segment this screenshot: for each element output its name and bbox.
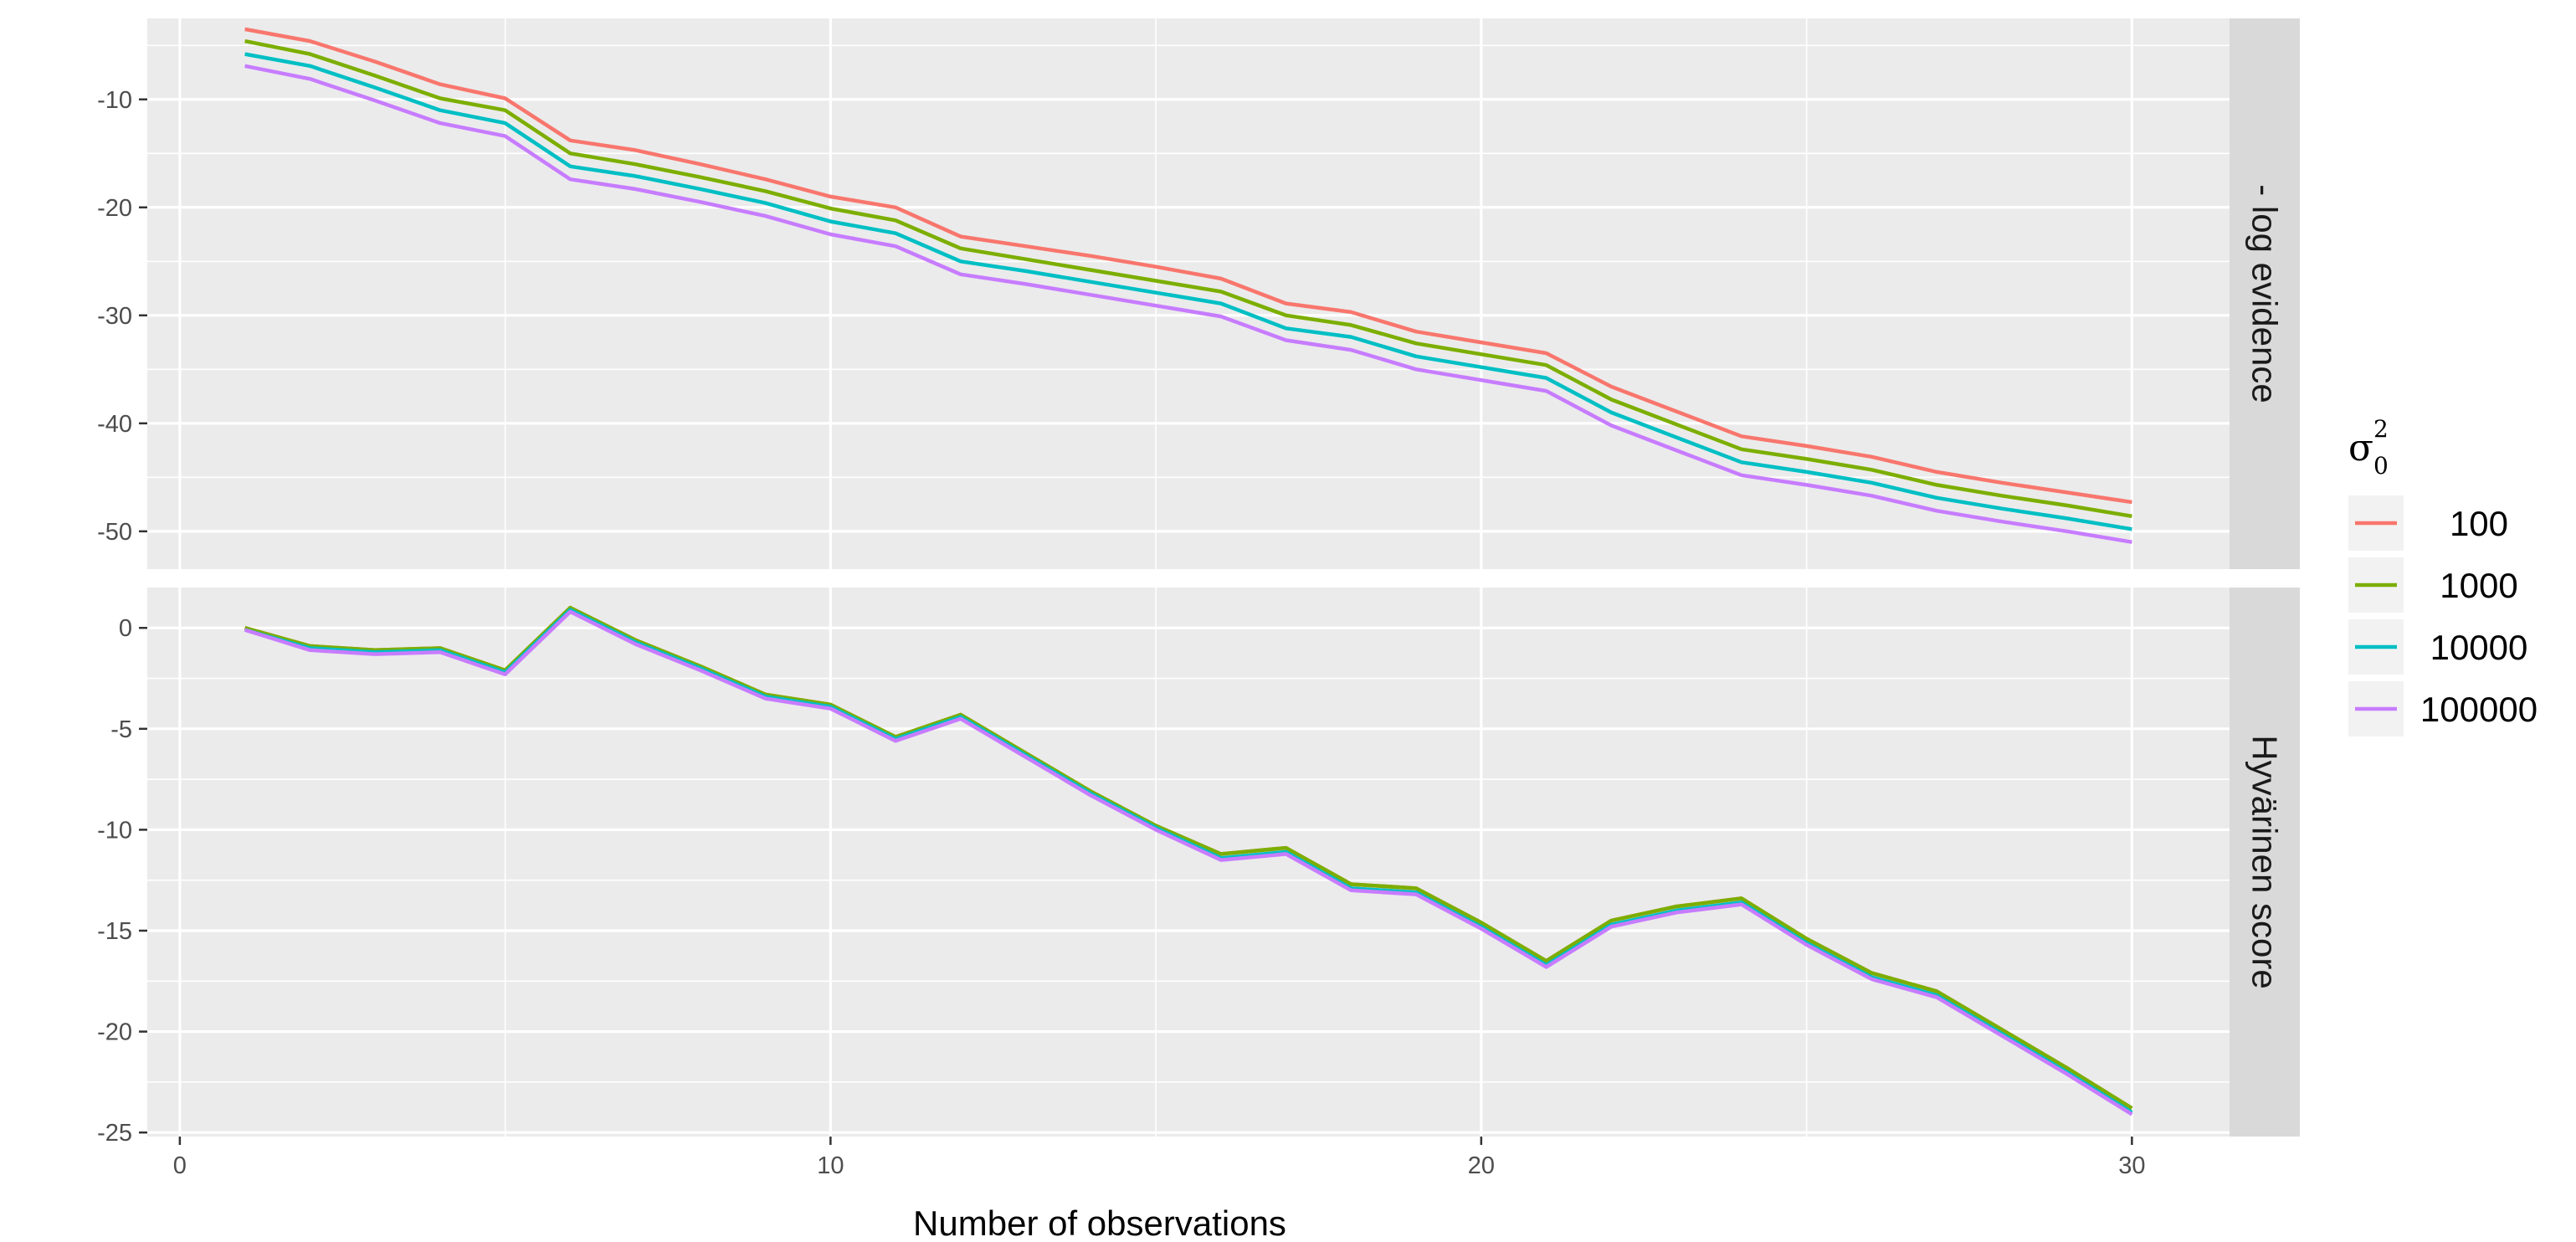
- panel-1: -10 -20 -30 -40 -50 - log evidence: [97, 18, 2300, 569]
- y-tick-label: -20: [97, 1019, 132, 1046]
- y-tick-label: -50: [97, 519, 132, 546]
- legend-title-symbol: σ: [2348, 427, 2373, 470]
- series-line-1000: [244, 38, 2132, 519]
- panels-group: -10 -20 -30 -40 -50 - log evidence 0 -5 -10 -15 -2…: [97, 18, 2300, 1147]
- x-axis-title: Number of observations: [913, 1204, 1286, 1242]
- legend: σ 2 0 100 1000 10000 100000: [2348, 415, 2538, 736]
- y-tick-label: -15: [97, 918, 132, 945]
- y-tick-label: -20: [97, 195, 132, 222]
- x-tick-label: 20: [1468, 1152, 1495, 1179]
- facet-strip-label: - log evidence: [2245, 184, 2285, 403]
- series-line-100000: [244, 609, 2133, 1116]
- legend-label-100000: 100000: [2420, 690, 2538, 729]
- panel-2: 0 -5 -10 -15 -20 -25 Hyvärinen score: [97, 588, 2300, 1147]
- legend-title-superscript: 2: [2373, 415, 2389, 443]
- facet-strip-label: Hyvärinen score: [2245, 735, 2285, 988]
- y-tick-label: -5: [110, 716, 132, 743]
- y-tick-label: -40: [97, 411, 132, 438]
- legend-label-1000: 1000: [2440, 566, 2517, 605]
- series-line-100: [244, 27, 2132, 505]
- legend-label-10000: 10000: [2430, 628, 2528, 667]
- series-line-10000: [244, 52, 2132, 531]
- y-tick-label: -25: [97, 1120, 132, 1147]
- legend-title-subscript: 0: [2373, 452, 2389, 480]
- legend-title: σ: [2348, 427, 2373, 470]
- x-tick-label: 30: [2118, 1152, 2145, 1179]
- panel-background: [147, 588, 2230, 1137]
- facet-strip: [2230, 18, 2300, 569]
- x-tick-label: 10: [817, 1152, 844, 1179]
- y-tick-label: 0: [119, 615, 132, 642]
- series-line-100000: [244, 64, 2132, 544]
- legend-keys: 100 1000 10000 100000: [2348, 495, 2538, 736]
- legend-label-100: 100: [2450, 504, 2508, 543]
- facet-strip: [2230, 588, 2300, 1137]
- x-tick-label: 0: [173, 1152, 187, 1179]
- y-tick-label: -10: [97, 817, 132, 844]
- x-axis: 0 10 20 30: [173, 1137, 2146, 1179]
- y-tick-label: -10: [97, 87, 132, 114]
- y-tick-label: -30: [97, 303, 132, 330]
